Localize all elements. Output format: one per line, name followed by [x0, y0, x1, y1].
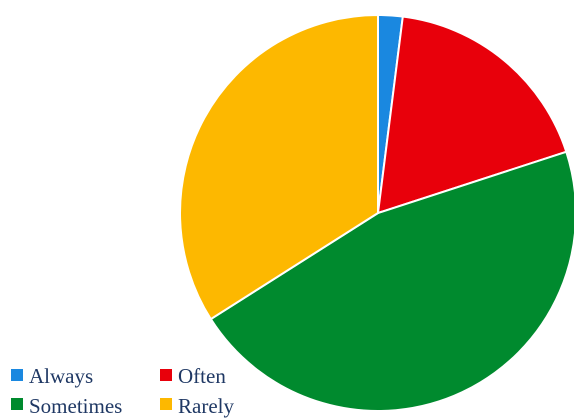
legend-item-rarely: Rarely — [160, 394, 234, 418]
pie-slice-sometimes — [209, 150, 574, 413]
legend-label-often: Often — [178, 364, 226, 388]
legend-swatch-often — [160, 369, 172, 381]
pie-slice-often — [376, 15, 568, 215]
legend-label-rarely: Rarely — [178, 394, 234, 418]
legend-item-sometimes: Sometimes — [11, 394, 122, 418]
legend-item-often: Often — [160, 364, 226, 388]
pie-slice-rarely — [179, 13, 379, 321]
legend: Always Often Sometimes Rarely — [11, 364, 234, 418]
legend-item-always: Always — [11, 364, 93, 388]
legend-swatch-sometimes — [11, 398, 23, 410]
legend-swatch-rarely — [160, 398, 172, 410]
legend-label-sometimes: Sometimes — [29, 394, 122, 418]
pie-slices — [179, 13, 574, 413]
legend-swatch-always — [11, 369, 23, 381]
legend-label-always: Always — [29, 364, 93, 388]
